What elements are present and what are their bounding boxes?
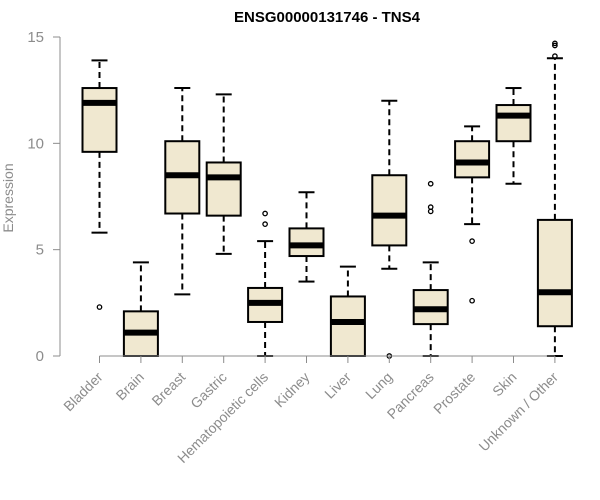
x-tick-label: Lung [362, 369, 395, 402]
outlier-point [469, 238, 475, 245]
box-iqr [536, 218, 573, 328]
x-tick-label: Skin [489, 369, 520, 400]
y-tick-label: 15 [27, 29, 44, 46]
box-group [412, 180, 449, 357]
box-iqr [454, 140, 491, 179]
box-group [288, 191, 325, 283]
y-tick-label: 0 [36, 348, 44, 365]
box-group [247, 210, 284, 357]
box-group [495, 87, 532, 185]
chart-title: ENSG00000131746 - TNS4 [234, 9, 421, 26]
y-axis-label: Expression [0, 163, 16, 232]
outlier-point [96, 304, 103, 310]
box-group [536, 40, 573, 357]
boxes-layer [81, 40, 573, 359]
x-tick-label: Bladder [60, 369, 106, 415]
y-axis-ticks: 0 5 10 15 [27, 29, 60, 365]
box-iqr [288, 227, 325, 258]
outlier-point [262, 221, 268, 227]
box-iqr [495, 104, 532, 143]
box-group [205, 93, 242, 255]
outlier-point [427, 204, 434, 210]
box-group [454, 125, 491, 304]
box-group [164, 87, 201, 296]
x-tick-label: Unknown / Other [475, 369, 561, 455]
y-tick-label: 10 [27, 135, 44, 152]
box-group [371, 99, 408, 359]
x-tick-label: Brain [113, 369, 147, 403]
box-iqr [81, 87, 118, 153]
outlier-point [552, 53, 558, 59]
box-group [329, 265, 366, 358]
box-iqr [371, 174, 408, 247]
outlier-point [262, 210, 268, 217]
outlier-point [552, 40, 558, 47]
outlier-point [469, 297, 475, 304]
box-group [122, 261, 159, 357]
outlier-point [552, 42, 558, 49]
x-tick-label: Liver [321, 369, 354, 402]
x-tick-label: Prostate [430, 369, 478, 417]
x-tick-label: Breast [148, 369, 188, 409]
box-iqr [329, 295, 366, 358]
x-tick-label: Kidney [271, 369, 313, 411]
y-tick-label: 5 [36, 242, 44, 259]
box-group [81, 59, 118, 310]
box-iqr [205, 161, 242, 217]
outlier-point [427, 180, 434, 187]
